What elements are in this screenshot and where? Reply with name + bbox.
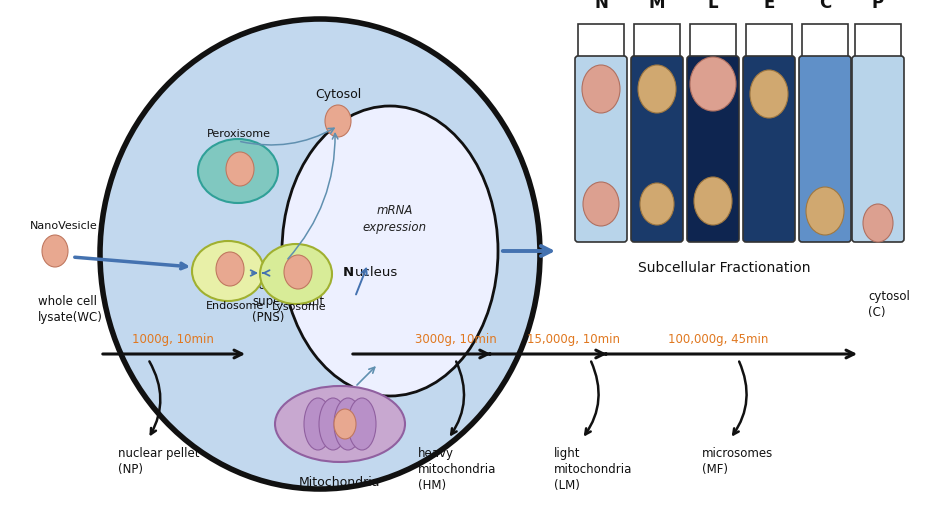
- FancyBboxPatch shape: [578, 24, 624, 59]
- Text: P: P: [872, 0, 885, 12]
- Ellipse shape: [583, 182, 619, 226]
- Text: whole cell
lysate(WC): whole cell lysate(WC): [38, 295, 103, 324]
- FancyBboxPatch shape: [799, 56, 851, 242]
- FancyBboxPatch shape: [575, 56, 627, 242]
- Ellipse shape: [334, 409, 356, 439]
- Text: Lysosome: Lysosome: [272, 302, 327, 312]
- Ellipse shape: [275, 386, 405, 462]
- Text: E: E: [764, 0, 775, 12]
- Text: nuclear pellet
(NP): nuclear pellet (NP): [118, 447, 199, 476]
- Ellipse shape: [216, 252, 244, 286]
- Ellipse shape: [325, 105, 351, 137]
- Text: Mitochondria: Mitochondria: [300, 476, 381, 489]
- Ellipse shape: [640, 183, 674, 225]
- Text: 100,000g, 45min: 100,000g, 45min: [668, 333, 768, 346]
- Ellipse shape: [198, 139, 278, 203]
- Ellipse shape: [284, 255, 312, 289]
- Text: cytosol
(C): cytosol (C): [868, 290, 910, 319]
- Ellipse shape: [282, 106, 498, 396]
- Ellipse shape: [863, 204, 893, 242]
- Ellipse shape: [226, 152, 254, 186]
- Ellipse shape: [348, 398, 376, 450]
- Text: M: M: [649, 0, 665, 12]
- Ellipse shape: [100, 19, 540, 489]
- Text: microsomes
(MF): microsomes (MF): [702, 447, 773, 476]
- Text: L: L: [708, 0, 718, 12]
- Ellipse shape: [192, 241, 264, 301]
- FancyBboxPatch shape: [687, 56, 739, 242]
- Text: N: N: [594, 0, 608, 12]
- Ellipse shape: [638, 65, 676, 113]
- Ellipse shape: [334, 398, 362, 450]
- FancyBboxPatch shape: [852, 56, 904, 242]
- Ellipse shape: [260, 244, 332, 304]
- Text: NanoVesicle: NanoVesicle: [30, 221, 97, 231]
- Ellipse shape: [694, 177, 732, 225]
- Ellipse shape: [806, 187, 844, 235]
- Text: N: N: [343, 266, 354, 279]
- FancyBboxPatch shape: [743, 56, 795, 242]
- Text: Cytosol: Cytosol: [314, 88, 361, 101]
- Text: post-nuclear
supernatant
(PNS): post-nuclear supernatant (PNS): [252, 279, 326, 324]
- Text: light
mitochondria
(LM): light mitochondria (LM): [554, 447, 633, 492]
- FancyBboxPatch shape: [631, 56, 683, 242]
- FancyBboxPatch shape: [855, 24, 901, 59]
- FancyBboxPatch shape: [746, 24, 792, 59]
- FancyBboxPatch shape: [690, 24, 736, 59]
- Ellipse shape: [319, 398, 347, 450]
- Text: ucleus: ucleus: [355, 266, 398, 279]
- Text: 3000g, 10min: 3000g, 10min: [415, 333, 497, 346]
- Ellipse shape: [304, 398, 332, 450]
- Text: mRNA
expression: mRNA expression: [363, 204, 427, 234]
- Ellipse shape: [750, 70, 788, 118]
- Text: C: C: [819, 0, 831, 12]
- Text: heavy
mitochondria
(HM): heavy mitochondria (HM): [418, 447, 496, 492]
- FancyBboxPatch shape: [634, 24, 680, 59]
- Text: Peroxisome: Peroxisome: [207, 129, 271, 139]
- FancyBboxPatch shape: [802, 24, 848, 59]
- Text: 15,000g, 10min: 15,000g, 10min: [527, 333, 620, 346]
- Text: 1000g, 10min: 1000g, 10min: [132, 333, 214, 346]
- Ellipse shape: [690, 57, 736, 111]
- Text: Subcellular Fractionation: Subcellular Fractionation: [637, 261, 811, 275]
- Text: Endosome: Endosome: [206, 301, 264, 311]
- Ellipse shape: [582, 65, 620, 113]
- Ellipse shape: [42, 235, 68, 267]
